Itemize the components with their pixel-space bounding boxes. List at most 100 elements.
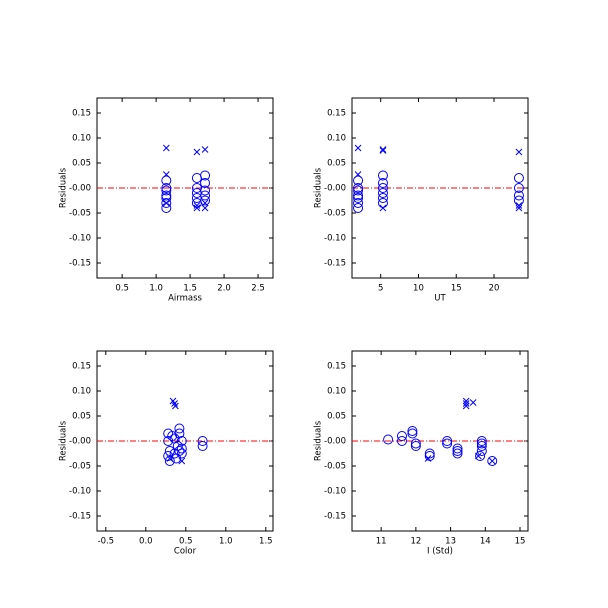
x-axis-label: Color <box>174 547 197 557</box>
point <box>377 170 388 181</box>
x-tick-label: 0.0 <box>139 537 153 547</box>
point <box>396 431 407 441</box>
point <box>424 455 432 462</box>
point <box>452 448 463 459</box>
y-tick-label: 0.15 <box>72 362 91 372</box>
y-tick-label: -0.10 <box>324 234 346 244</box>
x-tick-label: 15 <box>451 284 462 294</box>
point <box>513 183 524 193</box>
y-tick-label: -0.00 <box>324 184 346 194</box>
point <box>377 183 388 193</box>
y-tick-label: -0.10 <box>324 487 346 497</box>
x-tick-label: 1.0 <box>219 537 233 547</box>
point <box>193 148 201 156</box>
point <box>379 204 387 212</box>
point <box>475 452 482 460</box>
x-tick-label: 14 <box>480 537 491 547</box>
point <box>174 446 185 456</box>
y-tick-label: 0.10 <box>72 134 91 144</box>
point <box>513 173 524 183</box>
point <box>353 183 364 193</box>
y-tick-label: -0.15 <box>69 259 91 269</box>
point <box>488 457 496 465</box>
point <box>377 178 388 188</box>
point <box>161 198 172 208</box>
point <box>410 441 421 451</box>
point <box>161 190 172 201</box>
point <box>353 198 364 208</box>
point <box>176 443 187 454</box>
point <box>353 175 364 186</box>
point <box>166 455 174 462</box>
point <box>407 426 418 436</box>
point <box>469 399 477 406</box>
point <box>424 448 435 459</box>
point <box>161 183 172 193</box>
point <box>379 147 387 154</box>
y-tick-label: 0.15 <box>72 109 91 119</box>
y-tick-label: -0.05 <box>69 462 91 472</box>
point <box>383 434 394 445</box>
x-axis-label: Airmass <box>168 294 202 304</box>
point <box>201 146 209 153</box>
x-tick-label: 1.5 <box>183 284 197 294</box>
y-tick-label: 0.10 <box>327 134 346 144</box>
x-tick-label: 5 <box>378 284 383 294</box>
point <box>462 397 470 405</box>
y-tick-label: 0.05 <box>327 159 346 169</box>
point <box>513 190 524 201</box>
y-tick-label: -0.15 <box>324 512 346 522</box>
point <box>462 400 470 407</box>
point <box>197 436 208 446</box>
y-axis-label: Residuals <box>314 167 324 208</box>
x-tick-label: 0.5 <box>179 537 193 547</box>
point <box>452 443 463 454</box>
y-tick-label: 0.15 <box>327 109 346 119</box>
y-tick-label: -0.15 <box>324 259 346 269</box>
x-tick-label: 2.5 <box>251 284 265 294</box>
point <box>515 148 523 156</box>
point <box>164 456 175 466</box>
point <box>164 446 175 456</box>
y-tick-label: -0.00 <box>69 184 91 194</box>
x-tick-label: 12 <box>410 537 421 547</box>
point <box>353 190 364 201</box>
point <box>176 436 187 446</box>
y-tick-label: 0.05 <box>327 412 346 422</box>
y-tick-label: -0.05 <box>324 462 346 472</box>
point <box>476 436 487 446</box>
y-tick-label: -0.10 <box>69 234 91 244</box>
point <box>174 423 185 434</box>
x-tick-label: 1.5 <box>259 537 273 547</box>
point <box>354 144 362 152</box>
point <box>200 190 211 201</box>
x-tick-label: 1.0 <box>149 284 163 294</box>
point <box>377 193 388 203</box>
point <box>197 441 208 451</box>
point <box>200 178 211 188</box>
point <box>162 171 170 178</box>
x-tick-label: 11 <box>376 537 387 547</box>
x-axis-label: UT <box>434 294 446 304</box>
point <box>407 428 418 439</box>
point <box>475 451 486 461</box>
y-tick-label: -0.10 <box>69 487 91 497</box>
y-tick-label: -0.05 <box>324 209 346 219</box>
point <box>476 441 487 451</box>
y-tick-label: -0.00 <box>69 437 91 447</box>
point <box>167 431 178 441</box>
y-tick-label: -0.15 <box>69 512 91 522</box>
point <box>515 202 523 209</box>
point <box>162 144 170 152</box>
y-tick-label: 0.10 <box>72 387 91 397</box>
point <box>410 438 421 449</box>
point <box>379 146 387 153</box>
point <box>487 456 498 466</box>
y-tick-label: -0.00 <box>324 437 346 447</box>
point <box>178 457 186 465</box>
point <box>353 185 364 196</box>
point <box>191 173 202 183</box>
point <box>476 438 487 449</box>
x-tick-label: 0.5 <box>115 284 129 294</box>
